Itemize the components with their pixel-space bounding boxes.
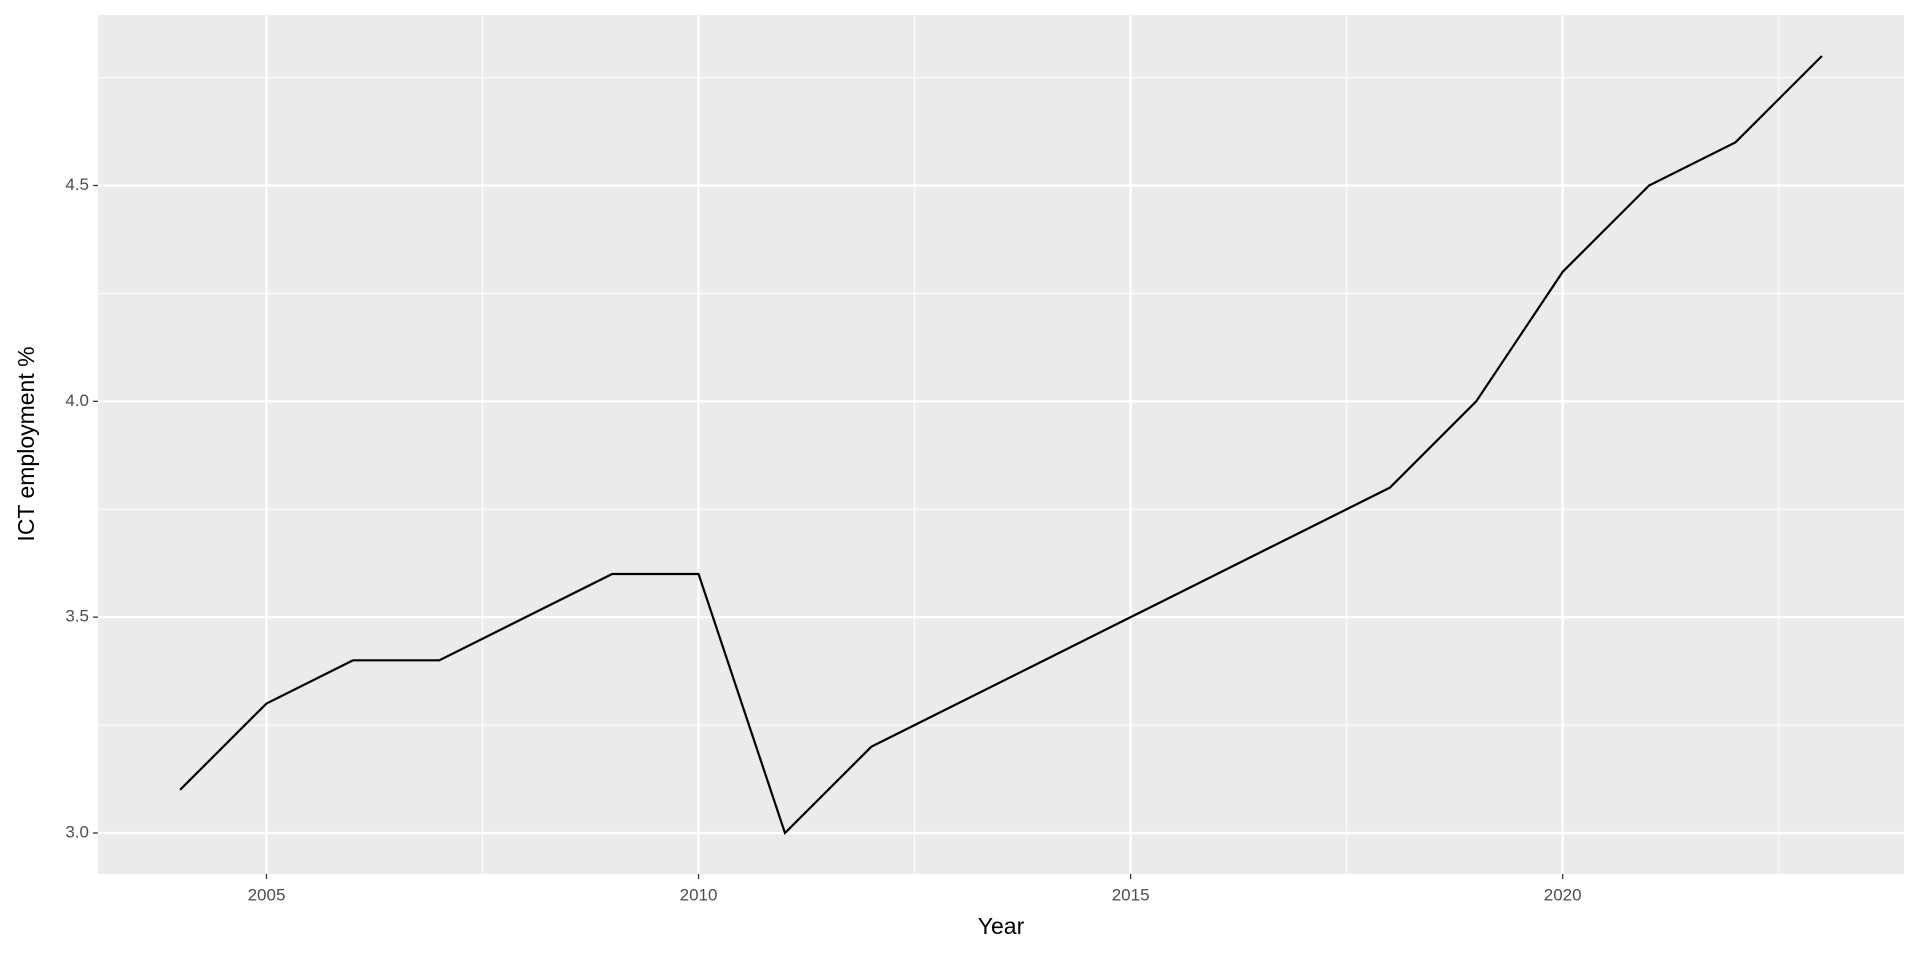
- panel: [98, 15, 1904, 874]
- x-tick-label: 2015: [1112, 885, 1150, 904]
- x-axis-title: Year: [978, 913, 1025, 939]
- y-axis-title: ICT employment %: [13, 346, 39, 541]
- x-tick-label: 2020: [1544, 885, 1582, 904]
- line: [179, 55, 1823, 836]
- y-tick-label: 4.5: [65, 175, 89, 194]
- y-tick-label: 3.0: [65, 822, 89, 841]
- x-tick-label: 2010: [680, 885, 718, 904]
- y-tick-label: 3.5: [65, 607, 89, 626]
- y-tick-label: 4.0: [65, 391, 89, 410]
- x-tick-label: 2005: [248, 885, 286, 904]
